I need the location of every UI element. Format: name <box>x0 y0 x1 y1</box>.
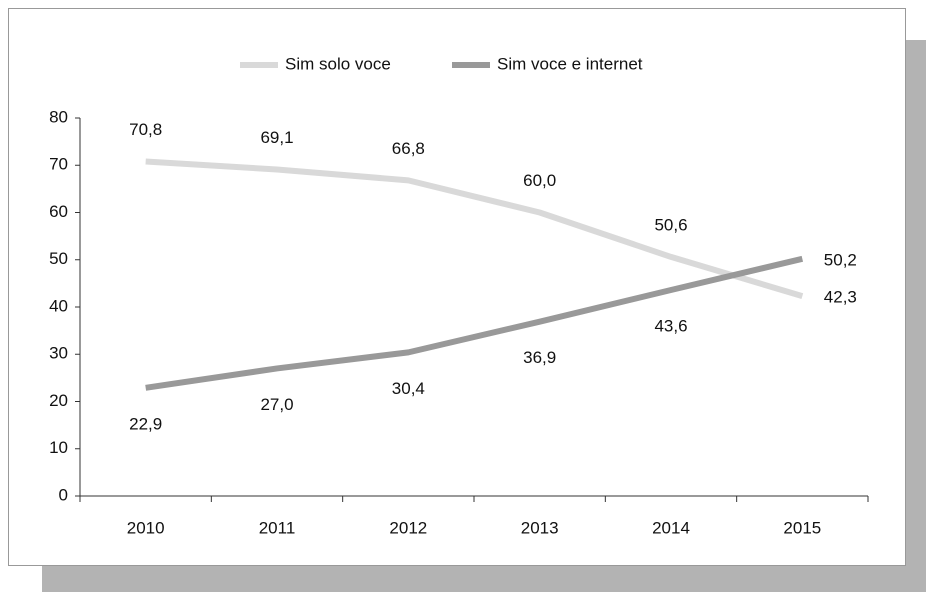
legend-label: Sim voce e internet <box>497 54 643 73</box>
y-tick-label: 60 <box>49 202 68 221</box>
y-tick-label: 30 <box>49 344 68 363</box>
data-label: 30,4 <box>392 379 425 398</box>
legend-label: Sim solo voce <box>285 54 391 73</box>
data-label: 50,6 <box>654 215 687 234</box>
data-label: 42,3 <box>824 288 857 307</box>
x-tick-label: 2012 <box>389 518 427 537</box>
x-tick-label: 2014 <box>652 518 690 537</box>
x-tick-label: 2013 <box>521 518 559 537</box>
data-label: 69,1 <box>260 128 293 147</box>
y-tick-label: 50 <box>49 249 68 268</box>
data-label: 43,6 <box>654 316 687 335</box>
y-tick-label: 40 <box>49 296 68 315</box>
y-tick-label: 70 <box>49 155 68 174</box>
y-tick-label: 20 <box>49 391 68 410</box>
data-label: 22,9 <box>129 414 162 433</box>
series-line <box>145 158 804 300</box>
x-tick-label: 2010 <box>127 518 165 537</box>
data-label: 66,8 <box>392 139 425 158</box>
chart-frame <box>8 8 906 566</box>
data-label: 70,8 <box>129 120 162 139</box>
data-label: 50,2 <box>824 250 857 269</box>
x-tick-label: 2011 <box>259 518 296 537</box>
y-tick-label: 0 <box>59 485 68 504</box>
y-tick-label: 80 <box>49 107 68 126</box>
x-tick-label: 2015 <box>783 518 821 537</box>
y-tick-label: 10 <box>49 438 68 457</box>
data-label: 27,0 <box>260 395 293 414</box>
data-label: 36,9 <box>523 348 556 367</box>
series-line <box>145 255 804 391</box>
data-label: 60,0 <box>523 171 556 190</box>
